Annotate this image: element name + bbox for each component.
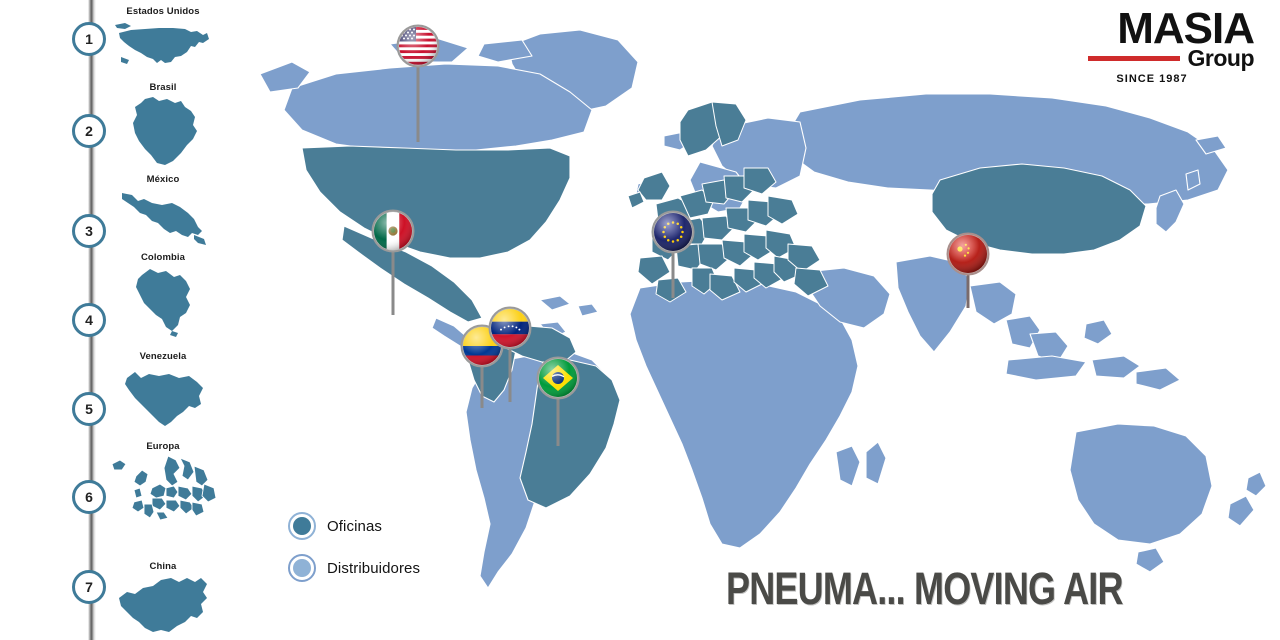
map-pin-estados-unidos	[396, 24, 440, 142]
map-pin-europa	[651, 210, 695, 298]
timeline-step-3[interactable]: 3	[72, 214, 106, 248]
china-shape-icon	[108, 574, 218, 636]
timeline-step-1[interactable]: 1	[72, 22, 106, 56]
tagline: PNEUMA... MOVING AIR	[726, 563, 1123, 614]
timeline-step-5[interactable]: 5	[72, 392, 106, 426]
sidebar-item-china[interactable]: China	[108, 561, 218, 636]
sidebar-label-venezuela: Venezuela	[139, 351, 187, 362]
sidebar-item-mexico[interactable]: México	[108, 174, 218, 249]
sidebar-item-estados-unidos[interactable]: Estados Unidos	[108, 6, 218, 75]
colombia-shape-icon	[108, 265, 218, 337]
timeline-step-2[interactable]: 2	[72, 114, 106, 148]
map-legend: Oficinas Distribuidores	[288, 508, 420, 592]
china-region	[931, 163, 1147, 255]
sidebar-label-estados-unidos: Estados Unidos	[126, 6, 200, 17]
usa-shape-icon	[108, 19, 218, 75]
timeline-step-number: 7	[85, 579, 93, 595]
legend-item-distribuidores[interactable]: Distribuidores	[288, 550, 420, 586]
timeline-step-4[interactable]: 4	[72, 303, 106, 337]
timeline-step-number: 5	[85, 401, 93, 417]
sidebar-item-brasil[interactable]: Brasil	[108, 82, 218, 169]
sidebar-label-brasil: Brasil	[149, 82, 177, 93]
brazil-shape-icon	[108, 95, 218, 169]
legend-label-distribuidores: Distribuidores	[327, 559, 421, 577]
brand-sub: Group	[1187, 45, 1255, 71]
legend-label-oficinas: Oficinas	[327, 517, 382, 535]
sidebar-label-mexico: México	[146, 174, 180, 185]
sidebar-label-china: China	[149, 561, 177, 572]
brazil-region	[519, 359, 621, 509]
map-pin-mexico	[371, 209, 415, 315]
map-pin-china	[946, 232, 990, 308]
timeline-step-number: 4	[85, 312, 93, 328]
world-map[interactable]	[240, 0, 1280, 640]
timeline-step-number: 1	[85, 31, 93, 47]
brand-row-group: Group	[1064, 47, 1254, 70]
brand-since: SINCE 1987	[1116, 73, 1188, 85]
timeline-step-number: 6	[85, 489, 93, 505]
map-pin-brasil	[536, 356, 580, 446]
sidebar-label-europa: Europa	[146, 441, 180, 452]
usa-region	[301, 145, 571, 259]
sidebar-item-europa[interactable]: Europa	[108, 441, 218, 522]
map-pin-venezuela	[488, 306, 532, 402]
venezuela-shape-icon	[108, 364, 218, 430]
brand-name: MASIA	[1117, 4, 1255, 53]
sidebar-label-colombia: Colombia	[140, 252, 186, 263]
legend-item-oficinas[interactable]: Oficinas	[288, 508, 420, 544]
mexico-shape-icon	[108, 187, 218, 249]
brand-logo[interactable]: MASIA Group SINCE 1987	[1064, 4, 1255, 85]
distributor-regions	[259, 29, 1267, 589]
sidebar-item-venezuela[interactable]: Venezuela	[108, 351, 218, 430]
legend-dot-distributors-icon	[288, 554, 316, 582]
mexico-region	[341, 225, 483, 323]
brand-red-bar	[1087, 56, 1180, 61]
sidebar-item-colombia[interactable]: Colombia	[108, 252, 218, 337]
timeline-step-6[interactable]: 6	[72, 480, 106, 514]
timeline-step-number: 2	[85, 123, 93, 139]
legend-dot-offices-icon	[288, 512, 316, 540]
timeline-step-number: 3	[85, 223, 93, 239]
timeline-step-7[interactable]: 7	[72, 570, 106, 604]
europe-shape-icon	[108, 454, 218, 522]
